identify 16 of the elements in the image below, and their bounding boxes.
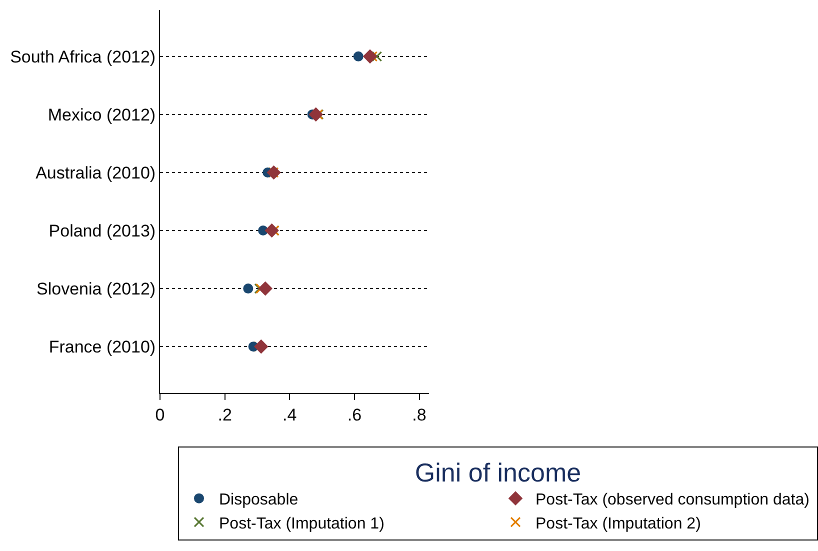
y-tick-label: South Africa (2012) (10, 47, 156, 66)
x-tick-label: .2 (218, 405, 232, 424)
y-tick-label: France (2010) (48, 338, 156, 357)
legend-label: Post-Tax (Imputation 1) (219, 515, 384, 532)
y-tick-label: Australia (2010) (36, 163, 156, 182)
legend-label: Post-Tax (observed consumption data) (536, 492, 810, 509)
x-tick-label: .6 (347, 405, 362, 424)
x-tick-label: 0 (155, 405, 165, 424)
legend-label: Disposable (219, 492, 298, 509)
y-tick-label: Mexico (2012) (48, 105, 156, 124)
y-tick-label: Poland (2013) (48, 221, 156, 240)
x-tick-label: .4 (282, 405, 297, 424)
y-tick-label: Slovenia (2012) (36, 280, 156, 298)
legend-title: Gini of income (414, 457, 582, 488)
x-tick-label: .8 (412, 405, 426, 424)
legend-label: Post-Tax (Imputation 2) (536, 515, 701, 532)
